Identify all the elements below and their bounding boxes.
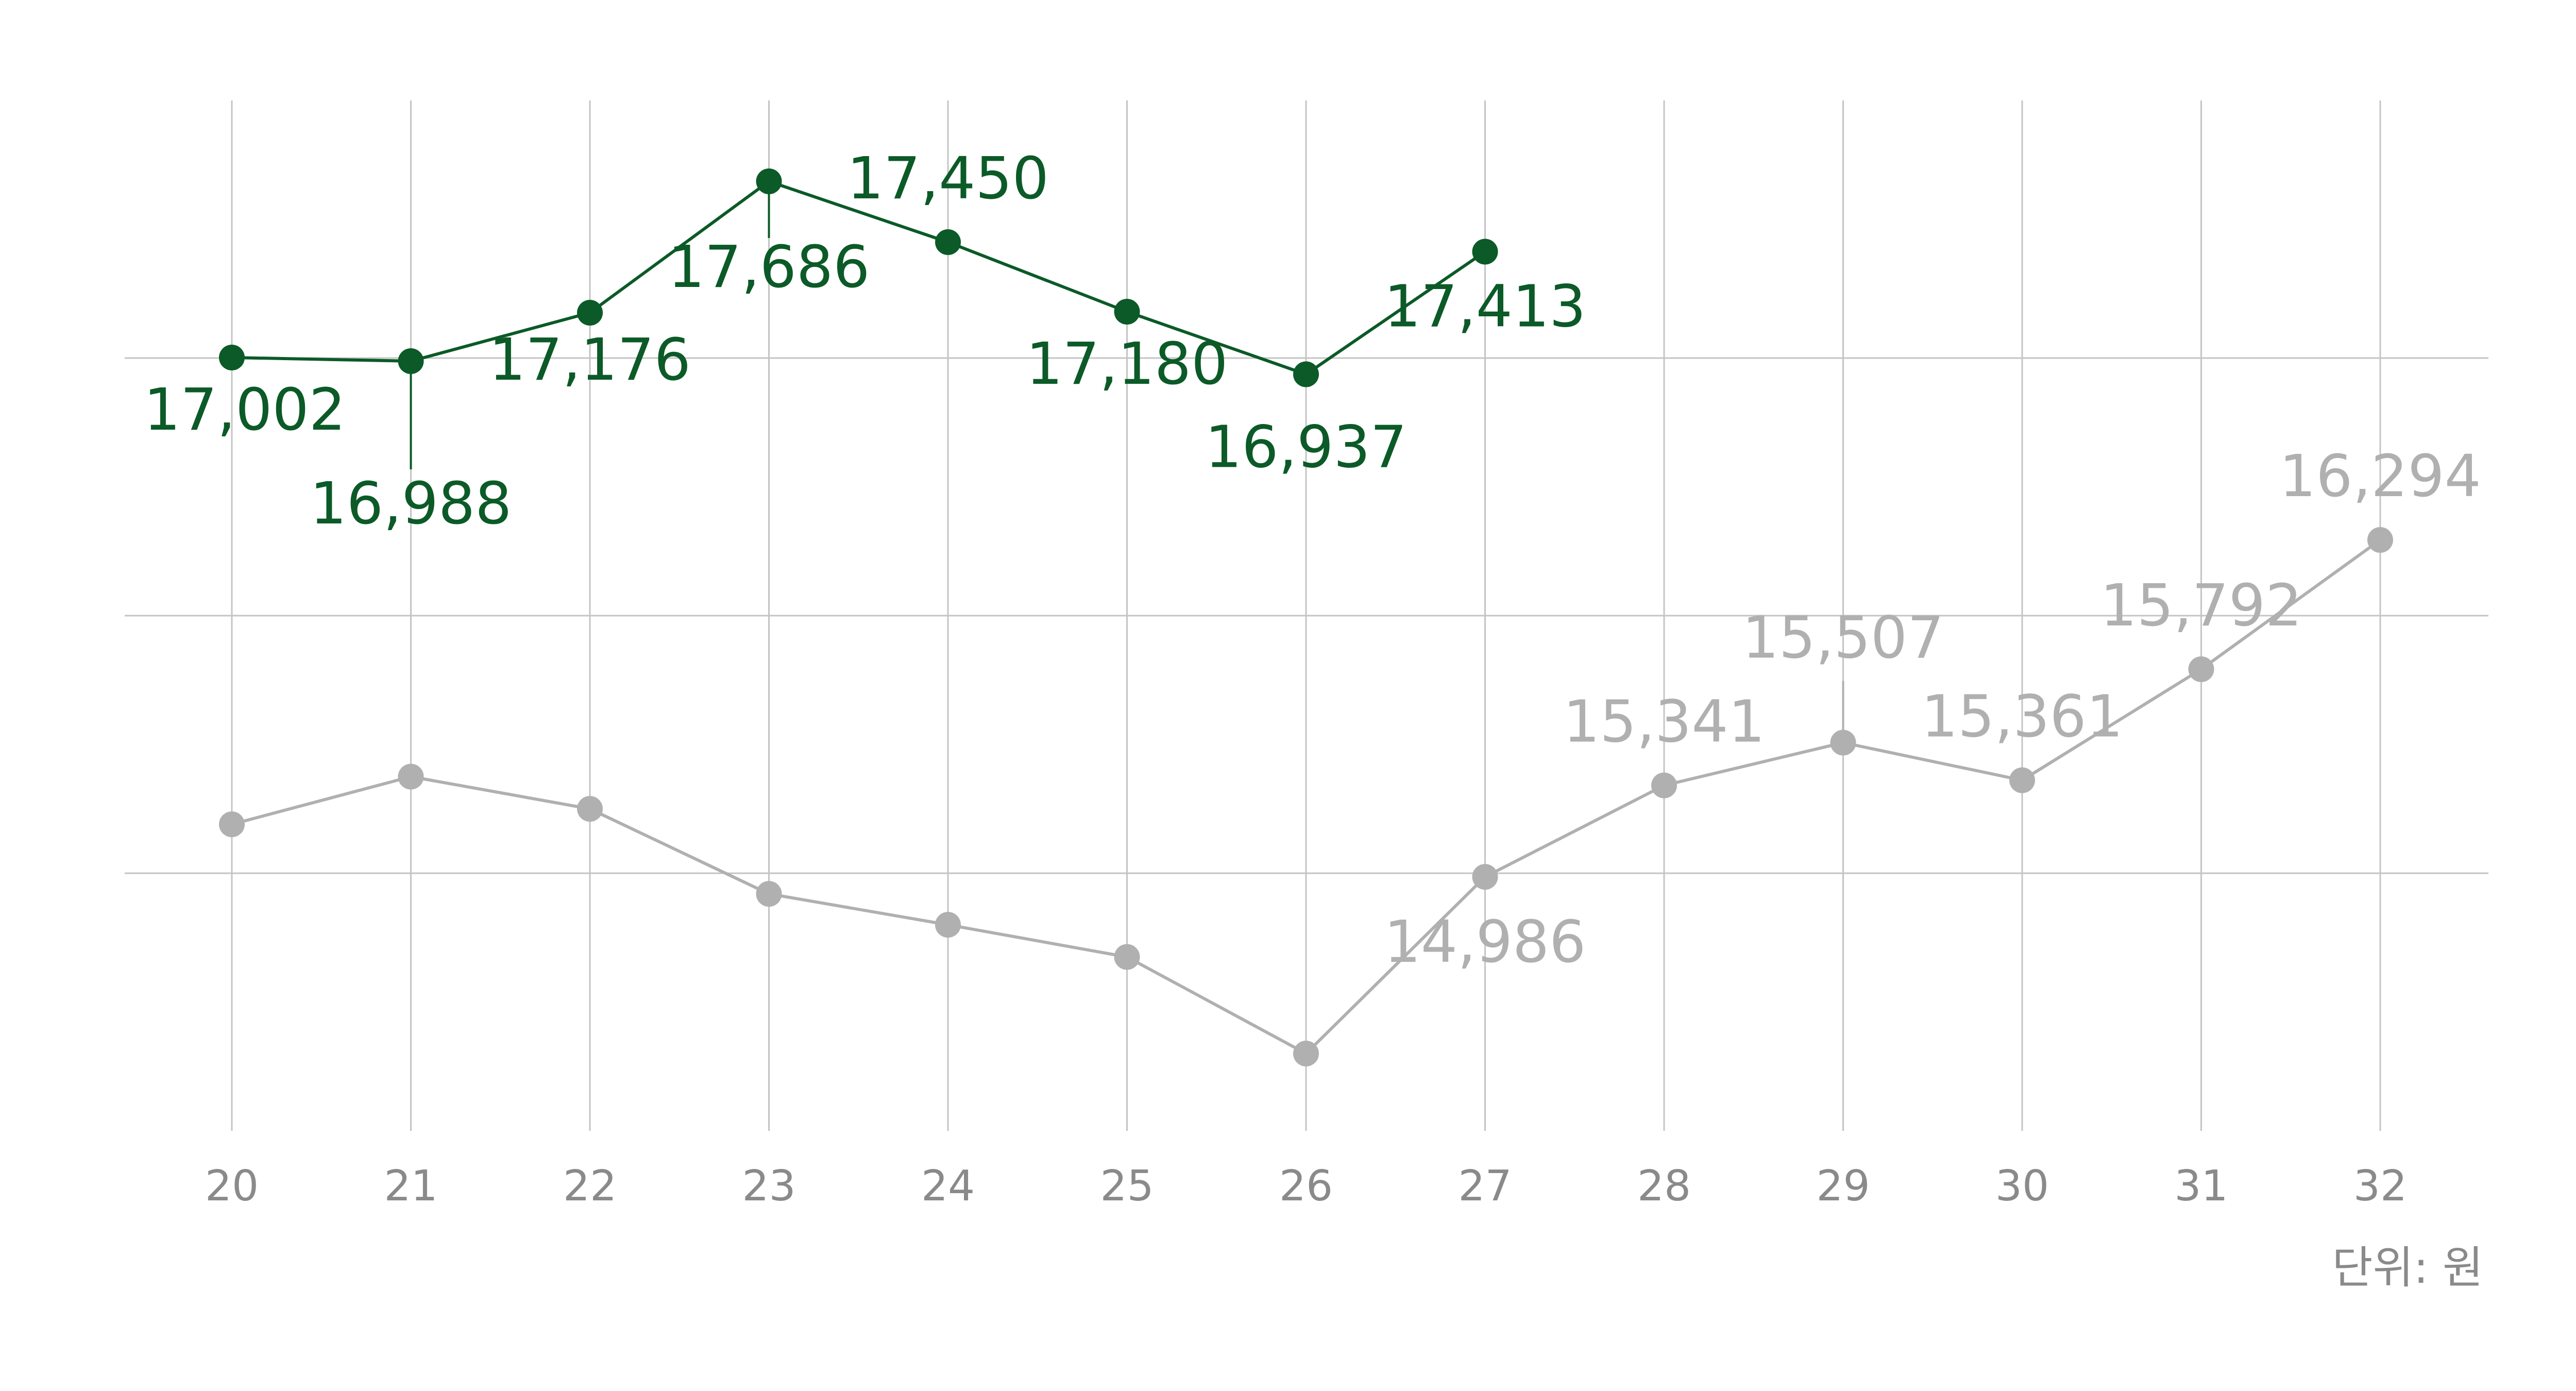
data-point (398, 348, 424, 374)
x-tick-label: 24 (921, 1162, 975, 1211)
data-label: 15,341 (1563, 689, 1765, 756)
x-tick-label: 27 (1458, 1162, 1512, 1211)
data-point (1651, 772, 1677, 799)
data-label: 16,294 (2279, 443, 2481, 510)
data-point (1293, 361, 1319, 387)
x-tick-label: 29 (1816, 1162, 1870, 1211)
data-label: 17,686 (668, 234, 870, 301)
x-tick-label: 30 (1995, 1162, 2049, 1211)
unit-label: 단위: 원 (2332, 1242, 2483, 1294)
data-point (935, 229, 961, 255)
x-tick-label: 20 (205, 1162, 259, 1211)
data-point (577, 300, 603, 326)
data-point (2009, 767, 2035, 793)
data-label: 15,507 (1742, 605, 1944, 672)
data-point (756, 168, 782, 194)
series-green: 17,002 16,988 17,176 17,686 17,450 17,180 16,9… (144, 145, 1586, 537)
x-tick-label: 28 (1637, 1162, 1691, 1211)
data-label: 17,180 (1026, 331, 1228, 398)
data-point (756, 881, 782, 907)
data-label: 17,450 (847, 145, 1049, 212)
x-tick-label: 23 (742, 1162, 795, 1211)
data-point (219, 811, 245, 837)
data-point (1472, 864, 1498, 890)
series-gray: 14,986 15,341 15,507 15,361 15,792 16,294 (219, 443, 2481, 1066)
data-label: 15,361 (1921, 684, 2123, 751)
data-point (2367, 527, 2393, 553)
data-label: 16,988 (310, 470, 512, 537)
x-tick-label: 22 (563, 1162, 617, 1211)
data-point (1830, 730, 1856, 756)
data-point (1114, 299, 1140, 325)
horizontal-gridlines (125, 357, 2488, 874)
data-label: 17,176 (489, 327, 691, 394)
x-axis-tick-labels: 20 21 22 23 24 25 26 27 28 29 30 31 32 (205, 1162, 2407, 1211)
data-point (1114, 944, 1140, 970)
series-line (231, 180, 1486, 376)
data-label: 16,937 (1205, 414, 1407, 481)
data-label: 14,986 (1384, 909, 1586, 976)
x-tick-label: 26 (1279, 1162, 1333, 1211)
data-label: 17,002 (144, 377, 346, 444)
x-tick-label: 31 (2174, 1162, 2228, 1211)
data-label: 15,792 (2100, 572, 2302, 639)
series-layer: 14,986 15,341 15,507 15,361 15,792 16,294 17,0… (144, 145, 2481, 1066)
data-point (398, 764, 424, 790)
x-tick-label: 32 (2353, 1162, 2407, 1211)
data-point (1293, 1041, 1319, 1066)
data-point (2188, 656, 2214, 682)
x-tick-label: 21 (384, 1162, 437, 1211)
data-label: 17,413 (1384, 274, 1586, 341)
data-point (935, 912, 961, 938)
data-point (219, 345, 245, 370)
data-point (1472, 239, 1498, 265)
data-point (577, 796, 603, 822)
x-tick-label: 25 (1100, 1162, 1154, 1211)
